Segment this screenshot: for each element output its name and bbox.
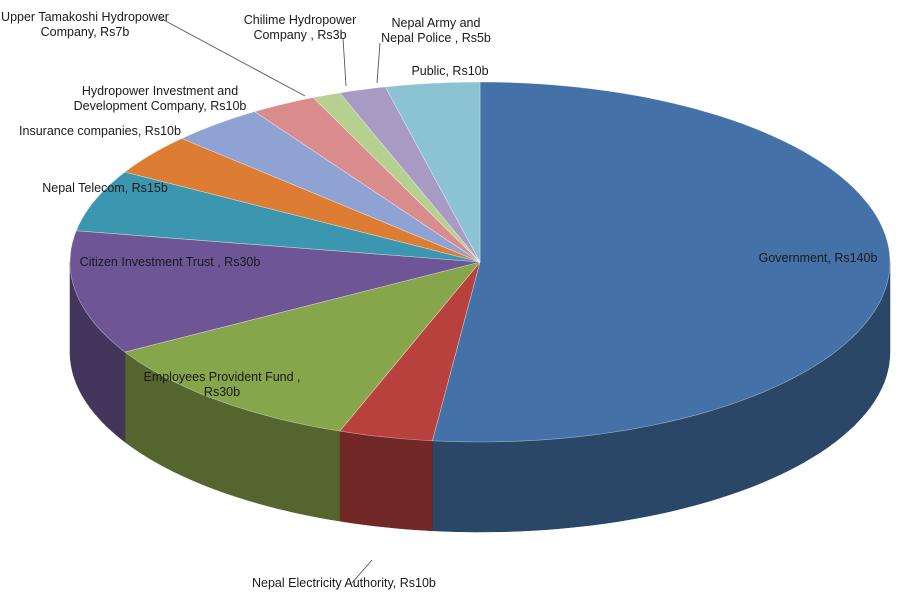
slice-label-1-line-0: Nepal Electricity Authority, Rs10b [252,576,436,590]
slice-label-4: Nepal Telecom, Rs15b [42,181,168,195]
slice-2 [124,261,481,432]
slice-label-8-line-1: Company , Rs3b [253,28,346,42]
slice-label-2-line-0: Employees Provident Fund , [143,370,300,384]
slice-label-0: Government, Rs140b [759,251,878,265]
slice-label-10-line-0: Public, Rs10b [411,64,488,78]
slice-label-6-line-0: Hydropower Investment and [82,84,238,98]
leader-line-1 [351,559,373,584]
leader-line-8 [342,37,347,87]
pie-side-walls [69,261,891,533]
slice-label-5-line-0: Insurance companies, Rs10b [19,124,181,138]
slice-label-6: Hydropower Investment and Development Com… [74,84,247,113]
slice-label-8: Chilime Hydropower Company , Rs3b [244,13,357,42]
slice-label-4-line-0: Nepal Telecom, Rs15b [42,181,168,195]
slice-labels: Government, Rs140b Nepal Electricity Auth… [1,10,877,590]
slice-label-7-line-0: Upper Tamakoshi Hydropower [1,10,169,24]
slice-label-0-line-0: Government, Rs140b [759,251,878,265]
slice-0 [432,81,891,443]
slice-6 [181,111,481,263]
slice-label-9-line-0: Nepal Army and [392,16,481,30]
slice-label-7: Upper Tamakoshi Hydropower Company, Rs7b [1,10,169,39]
slice-label-10: Public, Rs10b [411,64,488,78]
slice-1 [339,261,481,442]
slice-10 [384,81,481,263]
slice-label-9-line-1: Nepal Police , Rs5b [381,31,491,45]
slice-label-3: Citizen Investment Trust , Rs30b [80,255,261,269]
slice-label-5: Insurance companies, Rs10b [19,124,181,138]
slice-label-6-line-1: Development Company, Rs10b [74,99,247,113]
slice-label-3-line-0: Citizen Investment Trust , Rs30b [80,255,261,269]
slice-7 [253,97,481,263]
slice-label-2: Employees Provident Fund , Rs30b [143,370,300,399]
slice-label-7-line-1: Company, Rs7b [41,25,130,39]
pie-top-faces [69,81,891,443]
slice-label-8-line-0: Chilime Hydropower [244,13,357,27]
leader-line-7 [159,17,306,97]
slice-5 [124,138,481,263]
leader-line-9 [376,42,381,84]
slice-4 [75,171,481,263]
slice-label-1: Nepal Electricity Authority, Rs10b [252,576,436,590]
slice-side-1 [339,430,433,532]
slice-label-2-line-1: Rs30b [204,385,240,399]
slice-3 [69,230,481,353]
slice-label-9: Nepal Army and Nepal Police , Rs5b [381,16,491,45]
